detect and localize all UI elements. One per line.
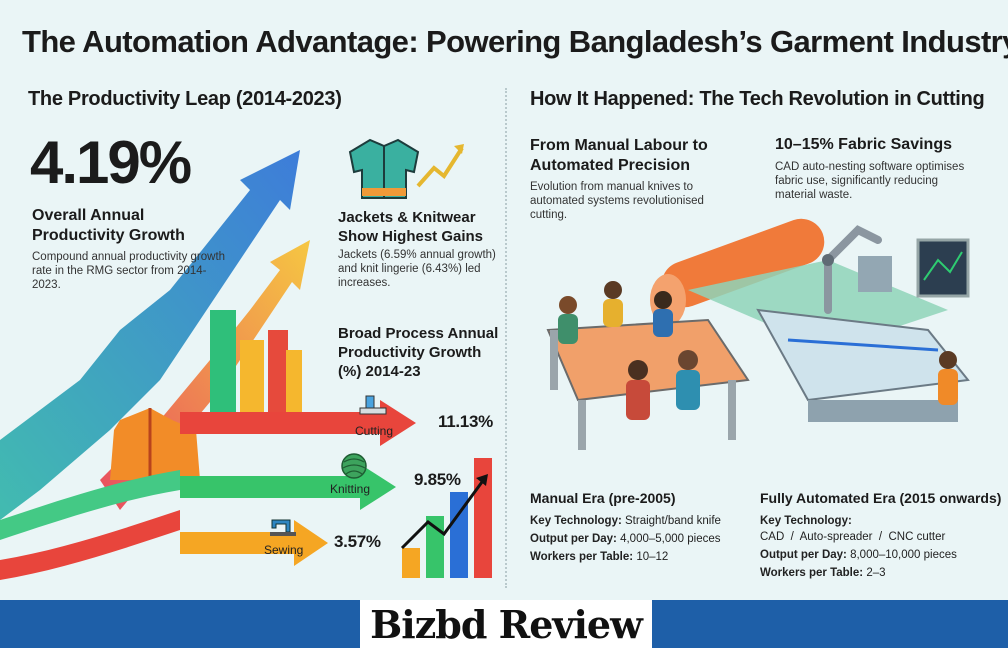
process-label-knitting: Knitting — [330, 482, 371, 496]
manual-output-label: Output per Day: — [530, 533, 617, 545]
auto-workers-value: 2–3 — [866, 567, 886, 579]
process-growth-title: Broad Process Annual Productivity Growth… — [338, 325, 499, 380]
manual-output-value: 4,000–5,000 pieces — [620, 533, 721, 545]
yarn-ball-icon — [341, 453, 367, 479]
process-value-cutting: 11.13% — [438, 412, 493, 431]
main-title: The Automation Advantage: Powering Bangl… — [22, 24, 1008, 59]
stat-label: Overall Annual Productivity Growth — [32, 207, 185, 244]
auto-output-value: 8,000–10,000 pieces — [850, 549, 957, 561]
process-value-knitting: 9.85% — [414, 470, 461, 489]
sewing-machine-icon — [270, 519, 296, 536]
manual-tech-value: Straight/band knife — [625, 515, 721, 527]
process-label-cutting: Cutting — [355, 424, 394, 438]
auto-output-label: Output per Day: — [760, 549, 847, 561]
manual-era-output: Output per Day: 4,000–5,000 pieces — [530, 530, 720, 548]
manual-workers-label: Workers per Table: — [530, 551, 634, 563]
manual-era-title: Manual Era (pre-2005) — [530, 490, 676, 506]
jackets-description: Jackets (6.59% annual growth) and knit l… — [338, 249, 496, 289]
rising-bars-illustration — [400, 458, 492, 578]
manual-to-automated-heading: From Manual Labour to Automated Precisio… — [530, 137, 708, 174]
automated-era-title: Fully Automated Era (2015 onwards) — [760, 490, 1002, 506]
cutting-arrow — [180, 400, 416, 446]
knitting-arrow — [180, 464, 396, 510]
section-divider — [505, 88, 507, 588]
auto-workers-label: Workers per Table: — [760, 567, 864, 579]
right-section-title: How It Happened: The Tech Revolution in … — [530, 88, 985, 110]
manual-era-workers: Workers per Table: 10–12 — [530, 548, 668, 566]
cutting-room-illustration — [546, 218, 970, 450]
bizbd-review-logo: Bizbd Review — [370, 602, 643, 647]
cutting-machine-icon — [359, 395, 387, 415]
big-stat-value: 4.19% — [30, 129, 192, 196]
stat-description: Compound annual productivity growth rate… — [32, 251, 226, 291]
automated-era-output: Output per Day: 8,000–10,000 pieces — [760, 546, 957, 564]
sewing-arrow — [180, 520, 328, 566]
automated-era-workers: Workers per Table: 2–3 — [760, 564, 886, 582]
process-value-sewing: 3.57% — [334, 532, 381, 551]
growth-arrows-illustration — [0, 150, 310, 580]
left-section-title: The Productivity Leap (2014-2023) — [28, 88, 342, 110]
footer-logo-box — [360, 600, 652, 648]
manual-workers-value: 10–12 — [636, 551, 669, 563]
jackets-title: Jackets & Knitwear Show Highest Gains — [338, 209, 484, 245]
auto-tech-value: CAD / Auto-spreader / CNC cutter — [760, 531, 946, 543]
manual-tech-label: Key Technology: — [530, 515, 622, 527]
jacket-growth-icon — [348, 138, 464, 199]
manual-to-automated-description: Evolution from manual knives to automate… — [530, 181, 704, 221]
manual-era-technology: Key Technology: Straight/band knife — [530, 512, 721, 530]
fabric-savings-description: CAD auto-nesting software optimises fabr… — [775, 161, 965, 201]
automated-era-technology-label: Key Technology: — [760, 512, 852, 530]
auto-tech-label: Key Technology: — [760, 515, 852, 527]
process-label-sewing: Sewing — [264, 543, 304, 557]
fabric-savings-heading: 10–15% Fabric Savings — [775, 136, 952, 153]
